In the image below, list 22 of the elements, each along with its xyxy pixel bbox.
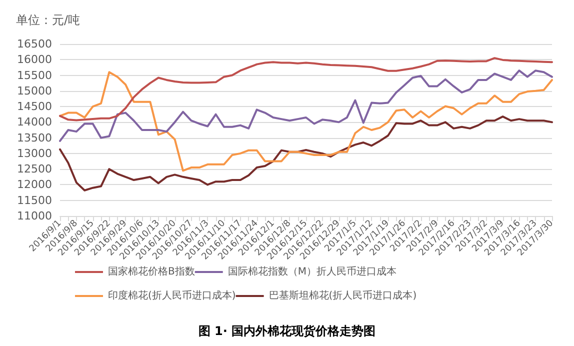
y-tick-label: 14000 [17,116,52,129]
y-tick-label: 16000 [17,53,52,66]
text: 图 1· 国内外棉花现货价格走势图 [198,324,376,338]
y-tick-label: 16500 [17,38,52,50]
y-tick-label: 15500 [17,68,52,82]
legend-label: 国家棉花价格B指数 [108,266,195,278]
y-tick-label: 14500 [17,100,52,114]
legend-label: 巴基斯坦棉花(折人民币进口成本) [268,290,417,302]
line-series [59,71,553,172]
y-tick-label: 11500 [17,194,52,207]
y-tick-label: 13000 [17,146,52,160]
line-series [59,70,553,142]
y-tick-label: 12500 [17,162,52,176]
line-series [59,57,553,122]
y-tick-label: 15000 [17,84,52,98]
legend-label: 印度棉花(折人民币进口成本) [108,290,236,302]
y-tick-label: 11000 [17,210,52,222]
y-tick-label: 12000 [17,178,52,192]
y-axis-title: 单位：元/吨 [16,13,80,27]
y-tick-label: 13500 [17,131,52,144]
legend-label: 国际棉花指数（M）折人民币进口成本 [228,266,396,278]
line-series [59,116,553,192]
